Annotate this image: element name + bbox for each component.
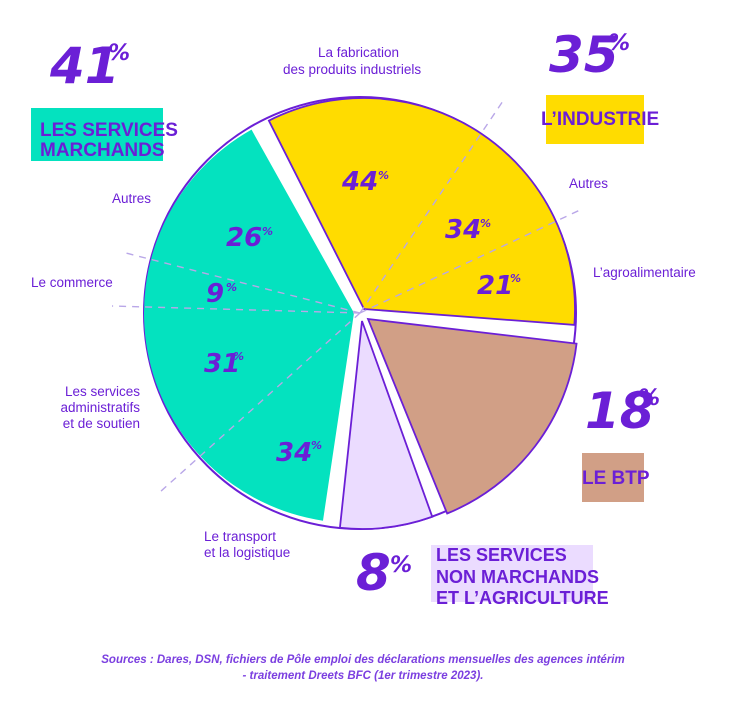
pie-slice-btp (366, 317, 578, 515)
category-line: ET L’AGRICULTURE (436, 588, 609, 608)
sub-percent: 26 % (226, 223, 273, 253)
sub-percent: 31 % (204, 349, 244, 379)
percent-non-marchands: 8 % (356, 544, 412, 602)
percent-services-marchands: 41 % (49, 37, 130, 95)
sub-label: et la logistique (204, 545, 290, 560)
percent-industrie: 35 % (549, 26, 630, 84)
sub-label: Autres (569, 176, 608, 191)
sub-label: Autres (112, 191, 151, 206)
source-note: Sources : Dares, DSN, fichiers de Pôle e… (101, 654, 624, 682)
percent-value: 18 (585, 382, 655, 440)
leader-line (121, 251, 361, 314)
category-line: LES SERVICES (436, 545, 567, 565)
percent-sign: % (390, 553, 412, 578)
percent-sign: % (608, 31, 630, 56)
leader-lines (111, 97, 581, 493)
sub-labels: La fabrication des produits industriels … (31, 45, 696, 560)
sub-percentages: 44 % 34 % 21 % 26 % 9 % 31 % 34 % (204, 167, 521, 468)
sub-percent-value: 44 (341, 167, 378, 197)
category-box (582, 453, 644, 502)
sub-percent-sign: % (226, 281, 237, 294)
category-line: LE BTP (582, 468, 650, 489)
sub-label: La fabrication (318, 45, 399, 60)
sub-label: Le transport (204, 529, 276, 544)
category-line: LES SERVICES (40, 120, 178, 141)
source-line: - traitement Dreets BFC (1er trimestre 2… (243, 670, 484, 682)
sub-percent-sign: % (378, 169, 389, 182)
sub-label: L’agroalimentaire (593, 265, 696, 280)
category-box (31, 108, 163, 161)
sub-percent: 34 % (276, 438, 322, 468)
source-line: Sources : Dares, DSN, fichiers de Pôle e… (101, 654, 624, 666)
category-non-marchands: LES SERVICES NON MARCHANDS ET L’AGRICULT… (431, 545, 609, 608)
sub-percent: 34 % (445, 215, 491, 245)
category-line: MARCHANDS (40, 140, 165, 161)
sub-percent: 44 % (341, 167, 389, 197)
percent-btp: 18 % (585, 382, 660, 440)
category-box (546, 95, 644, 144)
percent-value: 35 (549, 26, 619, 84)
sub-label: Les services (65, 384, 140, 399)
sub-percent-value: 9 (206, 279, 224, 309)
pie-slice-services-marchands (143, 129, 354, 521)
pie-slice-industrie (267, 97, 576, 326)
leader-line (359, 209, 581, 314)
sub-percent-sign: % (233, 350, 244, 363)
sub-percent: 9 % (206, 279, 237, 309)
category-services-marchands: LES SERVICES MARCHANDS (31, 108, 178, 161)
leader-line (111, 305, 361, 314)
sub-percent-value: 21 (477, 271, 513, 301)
category-line: L’INDUSTRIE (541, 109, 659, 130)
leader-line (359, 97, 506, 314)
category-box (431, 545, 593, 602)
percent-sign: % (108, 41, 130, 66)
sub-label: des produits industriels (283, 62, 421, 77)
category-line: NON MARCHANDS (436, 567, 599, 587)
pie-slice-non-marchands (338, 320, 434, 530)
sub-label: administratifs (60, 400, 140, 415)
sub-percent-sign: % (311, 439, 322, 452)
sub-percent-value: 34 (276, 438, 312, 468)
sub-percent-value: 26 (226, 223, 262, 253)
sub-percent-sign: % (510, 272, 521, 285)
sub-percent-sign: % (480, 217, 491, 230)
category-industrie: L’INDUSTRIE (541, 95, 659, 144)
sub-percent-sign: % (262, 225, 273, 238)
percent-sign: % (638, 386, 660, 411)
leader-line (159, 312, 361, 493)
sub-label: et de soutien (63, 416, 140, 431)
percent-value: 8 (356, 544, 391, 602)
category-btp: LE BTP (582, 453, 650, 502)
sub-percent-value: 34 (445, 215, 481, 245)
percent-value: 41 (49, 37, 120, 95)
sub-label: Le commerce (31, 275, 113, 290)
sub-percent-value: 31 (204, 349, 240, 379)
sub-percent: 21 % (477, 271, 521, 301)
